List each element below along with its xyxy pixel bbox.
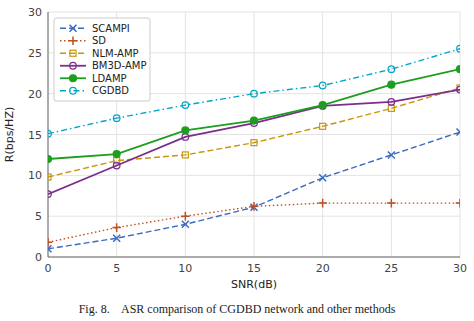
legend-box <box>54 18 150 101</box>
legend-swatch <box>60 65 86 67</box>
series-marker <box>318 199 327 208</box>
x-grid-line <box>391 12 392 257</box>
y-tick-label: 25 <box>28 47 42 60</box>
legend-swatch <box>60 53 86 54</box>
x-grid-line <box>254 12 255 257</box>
chart: 0 5 10 15 20 25 30 0 5 10 15 20 25 30 SNR(dB) R(bps/HZ)… <box>0 0 474 321</box>
legend-marker <box>70 50 76 56</box>
series-marker <box>113 115 120 122</box>
x-axis-label: SNR(dB) <box>231 278 277 291</box>
series-marker <box>251 140 257 146</box>
series-marker <box>182 127 189 134</box>
series-marker <box>457 66 461 73</box>
y-tick-label: 0 <box>35 251 42 264</box>
legend-item: SCAMPI <box>60 23 130 34</box>
legend-label: LDAMP <box>92 73 127 84</box>
x-tick-label: 20 <box>316 262 330 275</box>
x-tick-label: 5 <box>113 262 120 275</box>
series-marker <box>251 90 258 97</box>
legend-item: LDAMP <box>60 73 127 84</box>
legend-label: BM3D-AMP <box>92 60 146 71</box>
x-tick-label: 25 <box>384 262 398 275</box>
series-marker <box>457 129 461 136</box>
series-marker <box>48 156 52 163</box>
x-grid-line <box>322 12 323 257</box>
series-marker <box>182 152 188 158</box>
series-marker <box>457 86 460 93</box>
series-marker <box>457 45 460 52</box>
x-grid-line <box>48 12 49 257</box>
data-layer <box>48 45 460 252</box>
series-marker <box>112 223 121 232</box>
series-marker <box>48 130 51 137</box>
plot-area <box>48 12 460 257</box>
legend-item: SD <box>60 35 106 46</box>
series-marker <box>319 82 326 89</box>
y-axis-line <box>48 12 49 257</box>
series-line <box>48 132 460 249</box>
series-marker <box>48 191 51 198</box>
legend-label: SD <box>92 35 106 46</box>
legend-label: SCAMPI <box>92 23 130 34</box>
legend-marker <box>70 75 77 82</box>
y-tick-label: 20 <box>28 88 42 101</box>
series <box>48 86 460 197</box>
y-axis-label: R(bps/HZ) <box>3 107 16 162</box>
legend-item: NLM-AMP <box>60 48 139 59</box>
series-marker <box>388 66 395 73</box>
series-marker <box>320 123 326 129</box>
legend-label: NLM-AMP <box>92 48 139 59</box>
series-line <box>48 69 460 159</box>
series-marker <box>388 81 395 88</box>
legend-label: CGDBD <box>92 85 129 96</box>
caption: Fig. 8. ASR comparison of CGDBD network … <box>79 302 396 316</box>
series-marker <box>251 117 258 124</box>
series-marker <box>456 199 460 208</box>
series-marker <box>182 221 189 228</box>
legend-item: BM3D-AMP <box>60 60 146 71</box>
y-tick-label: 5 <box>35 210 42 223</box>
series-marker <box>388 105 394 111</box>
series-marker <box>48 174 51 180</box>
y-tick-label: 10 <box>28 169 42 182</box>
series-marker <box>182 102 189 109</box>
y-tick-label: 15 <box>28 129 42 142</box>
series-line <box>48 49 460 134</box>
legend-marker <box>70 25 77 32</box>
series-marker <box>48 238 52 247</box>
legend: SCAMPISD NLM-AMPBM3D-AMP LDAMPCGDBD <box>54 18 150 101</box>
x-tick-label: 10 <box>178 262 192 275</box>
series-marker <box>319 174 326 181</box>
x-tick-label: 30 <box>453 262 467 275</box>
series-marker <box>113 162 120 169</box>
legend-marker <box>70 87 77 94</box>
legend-item: CGDBD <box>60 85 129 96</box>
series <box>48 66 460 163</box>
series-marker <box>250 202 259 211</box>
legend-marker <box>69 36 78 45</box>
x-axis-line <box>48 257 460 258</box>
x-tick-label: 15 <box>247 262 261 275</box>
series-marker <box>387 199 396 208</box>
series-marker <box>319 102 326 109</box>
series-marker <box>182 134 189 141</box>
series-marker <box>113 151 120 158</box>
series <box>48 129 460 253</box>
y-tick-label: 30 <box>28 6 42 19</box>
series <box>48 199 460 247</box>
grid <box>48 12 460 257</box>
legend-marker <box>70 62 77 69</box>
series-marker <box>388 99 395 106</box>
series-line <box>48 90 460 195</box>
legend-swatch <box>60 90 86 91</box>
series-marker <box>181 212 190 221</box>
x-tick-label: 0 <box>45 262 52 275</box>
series-marker <box>113 235 120 242</box>
y-grid-line <box>48 257 460 258</box>
series-marker <box>388 151 395 158</box>
